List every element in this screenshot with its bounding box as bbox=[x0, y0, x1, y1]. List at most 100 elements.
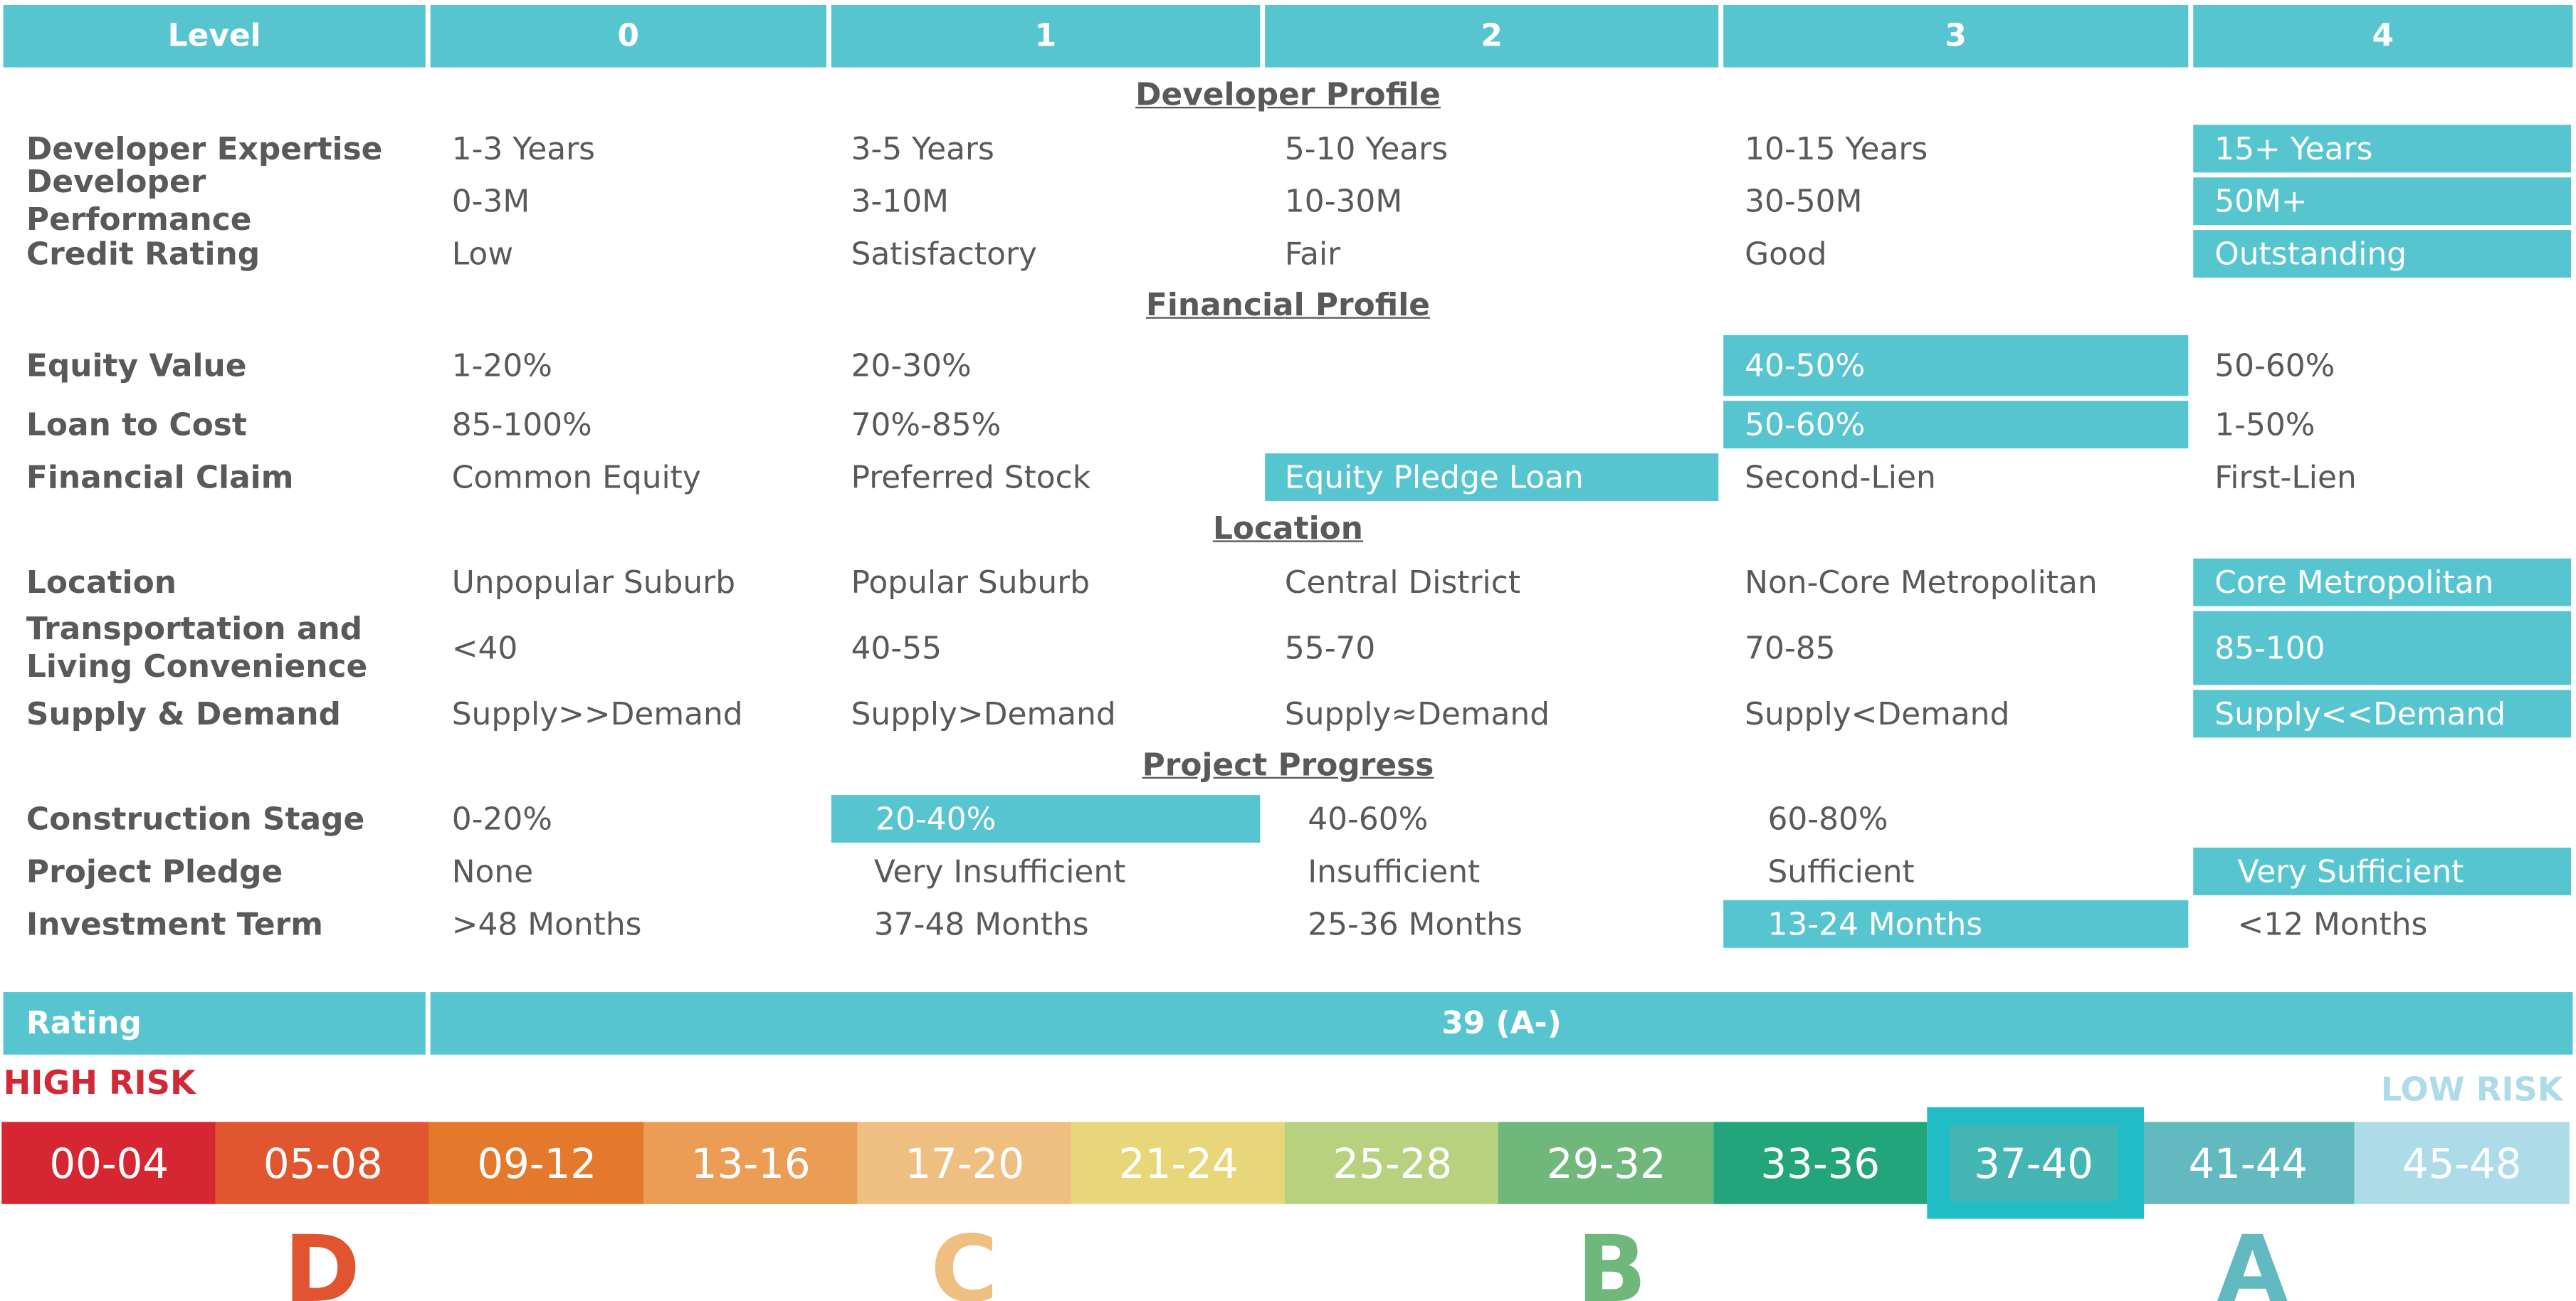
cell-developer-performance-1: 3-10M bbox=[851, 184, 949, 221]
section-title-project-progress: Project Progress bbox=[1142, 747, 1434, 784]
header-level-label: Level bbox=[3, 4, 426, 68]
cell-construction-stage-2: 40-60% bbox=[1308, 801, 1429, 838]
score-segment-37-40: 37-40 bbox=[1950, 1125, 2118, 1201]
cell-location-2: Central District bbox=[1284, 564, 1521, 601]
rating-value: 39 (A-) bbox=[430, 992, 2573, 1055]
cell-financial-claim-4: First-Lien bbox=[2214, 460, 2357, 497]
row-label-supply-demand: Supply & Demand bbox=[26, 695, 341, 732]
cell-equity-value-4: 50-60% bbox=[2214, 348, 2335, 385]
cell-supply-demand-4-selected: Supply<<Demand bbox=[2193, 690, 2572, 738]
cell-location-4-selected: Core Metropolitan bbox=[2193, 558, 2572, 606]
cell-investment-term-2: 25-36 Months bbox=[1308, 907, 1523, 943]
cell-developer-expertise-3: 10-15 Years bbox=[1745, 131, 1928, 168]
cell-location-0: Unpopular Suburb bbox=[451, 564, 736, 601]
cell-investment-term-3-selected: 13-24 Months bbox=[1723, 900, 2189, 948]
grade-letter-b: B bbox=[1576, 1225, 1647, 1301]
score-segment-29-32: 29-32 bbox=[1498, 1122, 1714, 1204]
cell-financial-claim-0: Common Equity bbox=[451, 460, 701, 497]
cell-credit-rating-3: Good bbox=[1745, 236, 1827, 273]
grade-letter-a: A bbox=[2217, 1225, 2288, 1301]
cell-construction-stage-1-selected: 20-40% bbox=[831, 795, 1261, 843]
cell-project-pledge-3: Sufficient bbox=[1767, 854, 1915, 890]
cell-project-pledge-4-selected: Very Sufficient bbox=[2193, 847, 2572, 895]
score-segment-25-28: 25-28 bbox=[1285, 1122, 1500, 1204]
grade-letter-c: C bbox=[930, 1225, 999, 1301]
cell-loan-to-cost-1: 70%-85% bbox=[851, 407, 1002, 444]
score-segment-17-20: 17-20 bbox=[857, 1122, 1073, 1204]
cell-developer-expertise-0: 1-3 Years bbox=[451, 131, 595, 168]
row-label-equity-value: Equity Value bbox=[26, 347, 247, 384]
cell-construction-stage-3: 60-80% bbox=[1767, 801, 1888, 838]
section-title-financial-profile: Financial Profile bbox=[1145, 287, 1431, 324]
header-level-1: 1 bbox=[831, 4, 1261, 68]
cell-transportation-3: 70-85 bbox=[1745, 631, 1836, 668]
cell-developer-performance-2: 10-30M bbox=[1284, 184, 1403, 221]
score-segment-13-16: 13-16 bbox=[643, 1122, 858, 1204]
header-level-0: 0 bbox=[430, 4, 826, 68]
score-segment-09-12: 09-12 bbox=[429, 1122, 645, 1204]
header-level-4: 4 bbox=[2193, 4, 2573, 68]
cell-construction-stage-0: 0-20% bbox=[451, 801, 552, 838]
cell-supply-demand-1: Supply>Demand bbox=[851, 696, 1116, 733]
cell-loan-to-cost-4: 1-50% bbox=[2214, 407, 2315, 444]
score-segment-05-08: 05-08 bbox=[215, 1122, 431, 1204]
rating-label: Rating bbox=[3, 992, 426, 1055]
cell-loan-to-cost-0: 85-100% bbox=[451, 407, 592, 444]
cell-credit-rating-2: Fair bbox=[1284, 236, 1341, 273]
score-segment-41-44: 41-44 bbox=[2140, 1122, 2356, 1204]
row-label-investment-term: Investment Term bbox=[26, 905, 323, 942]
cell-equity-value-3-selected: 40-50% bbox=[1723, 335, 2189, 396]
cell-transportation-1: 40-55 bbox=[851, 631, 942, 668]
score-segment-33-36: 33-36 bbox=[1713, 1122, 1928, 1204]
cell-financial-claim-2-selected: Equity Pledge Loan bbox=[1265, 453, 1719, 501]
score-segment-21-24: 21-24 bbox=[1071, 1122, 1286, 1204]
cell-investment-term-1: 37-48 Months bbox=[873, 907, 1089, 943]
low-risk-label: LOW RISK bbox=[2380, 1069, 2563, 1109]
score-segment-00-04: 00-04 bbox=[1, 1122, 217, 1204]
cell-equity-value-0: 1-20% bbox=[451, 348, 552, 385]
cell-investment-term-4: <12 Months bbox=[2237, 907, 2428, 943]
row-label-developer-expertise: Developer Expertise bbox=[26, 130, 383, 167]
cell-supply-demand-0: Supply>>Demand bbox=[451, 696, 743, 733]
cell-supply-demand-2: Supply≈Demand bbox=[1284, 696, 1550, 733]
section-title-location: Location bbox=[1212, 510, 1363, 547]
cell-project-pledge-0: None bbox=[451, 854, 534, 890]
grade-letter-d: D bbox=[283, 1225, 361, 1301]
cell-developer-expertise-4-selected: 15+ Years bbox=[2193, 125, 2572, 173]
header-level-3: 3 bbox=[1723, 4, 2189, 68]
cell-credit-rating-4-selected: Outstanding bbox=[2193, 230, 2572, 278]
score-scale: 00-04 05-08 09-12 13-16 17-20 21-24 25-28 29-32… bbox=[1, 1122, 2570, 1204]
row-label-line-2: Living Convenience bbox=[26, 648, 368, 685]
cell-transportation-0: <40 bbox=[451, 631, 518, 668]
cell-developer-performance-0: 0-3M bbox=[451, 184, 530, 221]
cell-loan-to-cost-3-selected: 50-60% bbox=[1723, 401, 2189, 449]
cell-transportation-4-selected: 85-100 bbox=[2193, 611, 2572, 685]
row-label-line-1: Transportation and bbox=[26, 611, 363, 648]
cell-financial-claim-3: Second-Lien bbox=[1745, 460, 1936, 497]
cell-developer-expertise-2: 5-10 Years bbox=[1284, 131, 1449, 168]
section-title-developer-profile: Developer Profile bbox=[1135, 77, 1441, 114]
cell-supply-demand-3: Supply<Demand bbox=[1745, 696, 2010, 733]
cell-developer-performance-3: 30-50M bbox=[1745, 184, 1863, 221]
row-label-construction-stage: Construction Stage bbox=[26, 801, 365, 837]
cell-equity-value-1: 20-30% bbox=[851, 348, 972, 385]
cell-investment-term-0: >48 Months bbox=[451, 907, 642, 943]
cell-loan-to-cost-2 bbox=[1285, 401, 1712, 450]
row-label-location: Location bbox=[26, 564, 177, 601]
cell-location-1: Popular Suburb bbox=[851, 564, 1090, 601]
row-label-project-pledge: Project Pledge bbox=[26, 853, 283, 890]
header-level-2: 2 bbox=[1265, 4, 1719, 68]
row-label-financial-claim: Financial Claim bbox=[26, 459, 294, 495]
cell-developer-expertise-1: 3-5 Years bbox=[851, 131, 994, 168]
cell-equity-value-2 bbox=[1285, 335, 1712, 398]
high-risk-label: HIGH RISK bbox=[3, 1063, 196, 1102]
cell-project-pledge-2: Insufficient bbox=[1308, 854, 1481, 890]
row-label-transportation-living-convenience: Transportation and Living Convenience bbox=[26, 611, 429, 687]
cell-location-3: Non-Core Metropolitan bbox=[1745, 564, 2098, 601]
row-label-loan-to-cost: Loan to Cost bbox=[26, 406, 247, 443]
row-label-developer-performance: Developer Performance bbox=[26, 164, 252, 238]
cell-project-pledge-1: Very Insufficient bbox=[873, 854, 1126, 890]
cell-transportation-2: 55-70 bbox=[1284, 631, 1376, 668]
cell-construction-stage-4 bbox=[2238, 795, 2567, 844]
